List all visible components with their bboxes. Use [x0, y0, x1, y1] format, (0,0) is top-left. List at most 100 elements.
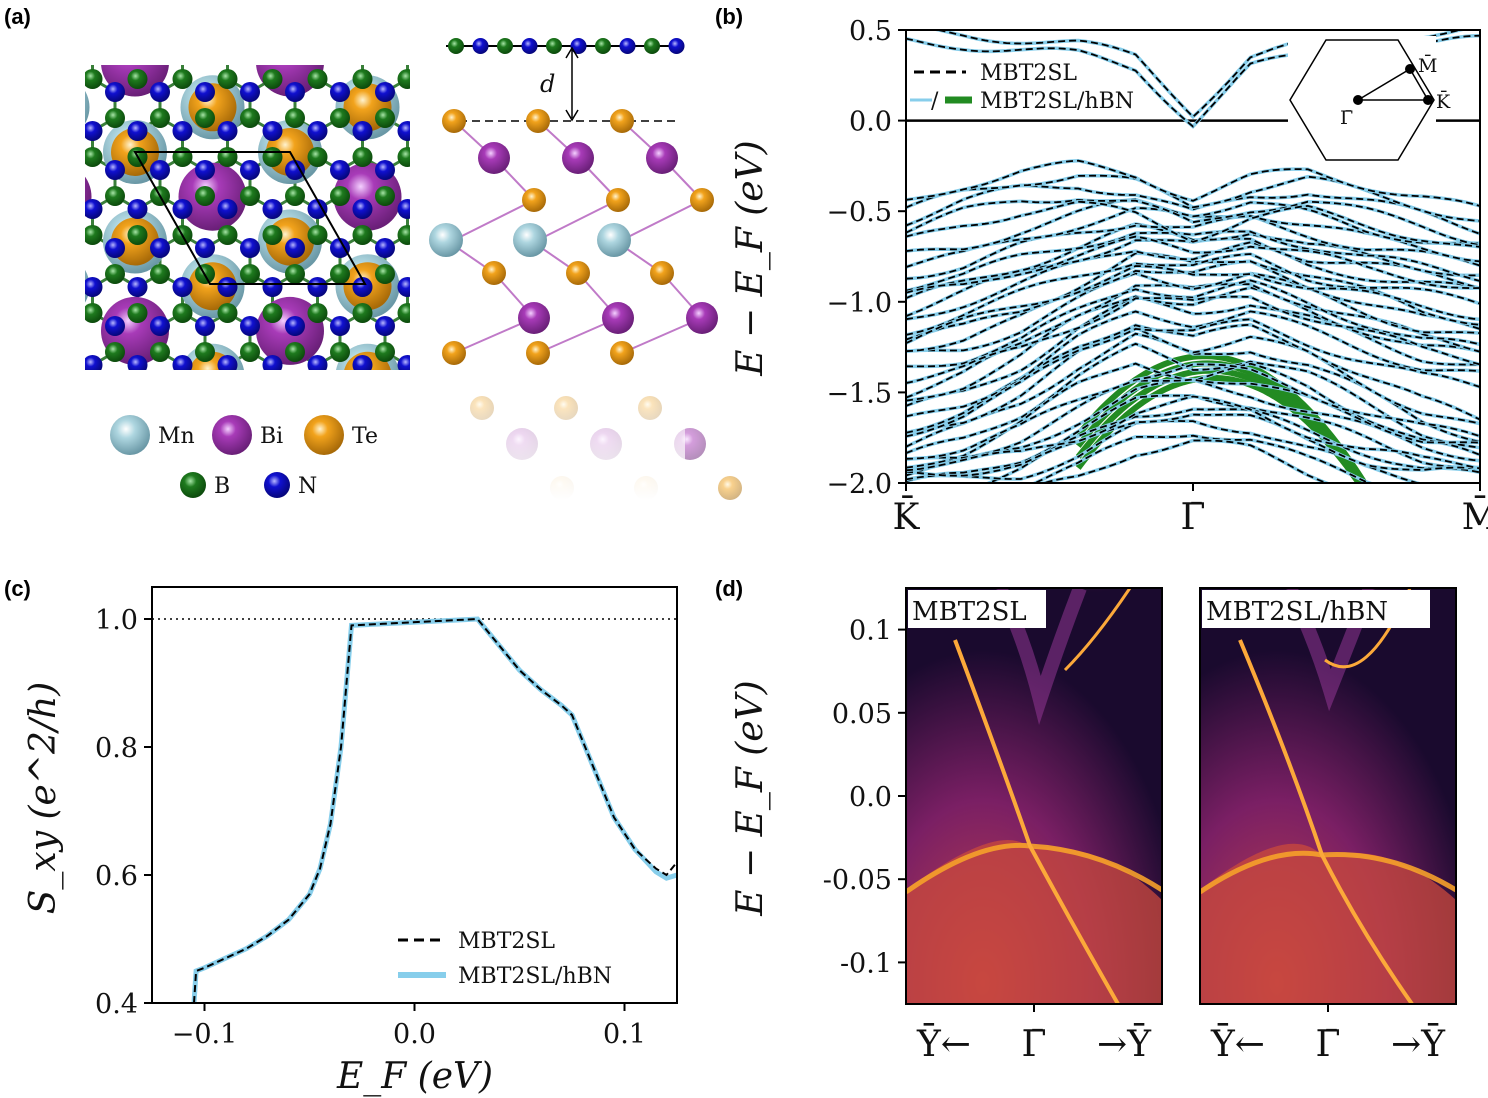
band-y-ticks: 0.5 0.0 −0.5 −1.0 −1.5 −2.0 [826, 16, 906, 500]
spectral-ytick-label: 0.1 [849, 616, 892, 647]
legend-label-n: N [298, 474, 317, 499]
hall-ytick-label: 0.8 [95, 733, 138, 764]
hall-ytick-label: 1.0 [95, 605, 138, 636]
band-ylabel: E − E_F (eV) [730, 140, 771, 376]
bz-label-m: M̄ [1418, 54, 1437, 77]
panel-d-label: (d) [715, 576, 743, 601]
band-line-mbt [906, 200, 1480, 248]
band-ytick-label: −0.5 [826, 197, 892, 228]
element-legend: Mn Bi Te B N [110, 415, 378, 499]
band-x-ticks: K̄ Γ̄ M̄ [893, 483, 1488, 538]
spectral-xtick-left: Ȳ← [1210, 1024, 1265, 1065]
hall-xtick-label: 0.1 [603, 1019, 646, 1050]
hall-ylabel: S_xy (e^2/h) [23, 682, 64, 915]
hall-conductance-plot [152, 616, 677, 1003]
band-line-mbt [906, 260, 1480, 353]
legend-swatch-n [264, 472, 290, 498]
hall-legend-mbt: MBT2SL [458, 929, 555, 954]
bz-label-k: K̄ [1436, 90, 1451, 113]
band-line-mbt [906, 413, 1480, 477]
band-line-hbn [906, 214, 1480, 281]
band-legend-mbt: MBT2SL [980, 61, 1077, 86]
band-line-mbt [906, 295, 1480, 384]
band-line-mbt [906, 295, 1480, 407]
band-line-mbt [906, 241, 1480, 321]
spectral-xtick-center: Γ̄ [1022, 1024, 1047, 1065]
spectral-title-right: MBT2SL/hBN [1206, 597, 1388, 627]
spectral-x-ticks: Ȳ← Γ̄ →Ȳ Ȳ← Γ̄ →Ȳ [916, 1004, 1446, 1065]
spectral-ytick-label: -0.05 [823, 865, 892, 896]
hall-series-hbn [191, 616, 677, 1003]
band-line-mbt [906, 265, 1480, 345]
legend-swatch-bi [212, 415, 252, 455]
band-ytick-label: −1.5 [826, 378, 892, 409]
hall-xtick-label: 0.0 [393, 1019, 436, 1050]
legend-label-b: B [214, 474, 230, 499]
band-line-mbt [906, 235, 1480, 294]
panel-b-label: (b) [715, 4, 743, 29]
hall-y-ticks: 0.4 0.6 0.8 1.0 [95, 605, 152, 1020]
band-line-mbt [906, 215, 1480, 280]
band-line-hbn [906, 158, 1480, 208]
band-line-mbt [906, 253, 1480, 336]
hall-x-ticks: −0.1 0.0 0.1 [172, 1003, 646, 1050]
band-line-hbn [906, 377, 1480, 462]
band-line-mbt [906, 342, 1480, 454]
spectral-xtick-left: Ȳ← [916, 1024, 971, 1065]
band-line-mbt [906, 272, 1480, 353]
brillouin-zone-inset: M̄ Γ̄ K̄ [1288, 36, 1451, 164]
spectral-map-right [1200, 588, 1456, 1004]
spectral-title-left: MBT2SL [912, 597, 1027, 627]
spectral-xtick-center: Γ̄ [1316, 1024, 1341, 1065]
hall-legend: MBT2SL MBT2SL/hBN [398, 929, 612, 989]
band-line-mbt [906, 34, 1480, 128]
band-line-mbt [906, 318, 1480, 438]
band-line-mbt [906, 326, 1480, 434]
legend-label-bi: Bi [260, 424, 283, 449]
band-line-mbt [906, 363, 1480, 460]
spectral-ytick-label: 0.0 [849, 782, 892, 813]
band-legend: / MBT2SL MBT2SL/hBN [910, 61, 1134, 114]
legend-label-mn: Mn [158, 424, 195, 449]
hall-xlabel: E_F (eV) [336, 1056, 493, 1097]
hall-ytick-label: 0.6 [95, 861, 138, 892]
unit-cell [133, 151, 367, 285]
band-line-mbt [906, 395, 1480, 472]
band-line-mbt [906, 174, 1480, 222]
hall-series-mbt [193, 617, 677, 1003]
bz-label-gamma: Γ̄ [1340, 107, 1353, 129]
distance-label: d [540, 70, 555, 98]
hall-ytick-label: 0.4 [95, 989, 138, 1020]
band-line-mbt [906, 159, 1480, 207]
legend-label-te: Te [352, 424, 378, 449]
spectral-ytick-label: 0.05 [832, 699, 892, 730]
hall-xtick-label: −0.1 [172, 1019, 238, 1050]
band-xtick-label: K̄ [893, 495, 921, 538]
band-line-mbt [906, 419, 1480, 483]
band-line-mbt [906, 198, 1480, 246]
band-line-hbn [1038, 438, 1332, 483]
svg-text:/: / [931, 89, 939, 114]
band-line-mbt [906, 198, 1480, 252]
band-ytick-label: −2.0 [826, 469, 892, 500]
legend-swatch-b [180, 472, 206, 498]
legend-swatch-te [304, 415, 344, 455]
band-structure-plot [906, 30, 1480, 483]
crystal-side-view [429, 38, 742, 500]
panel-c-label: (c) [4, 576, 31, 601]
spectral-ylabel: E − E_F (eV) [730, 680, 771, 916]
spectral-y-ticks: 0.1 0.05 0.0 -0.05 -0.1 [823, 616, 906, 979]
band-xtick-label: M̄ [1462, 495, 1488, 538]
band-ytick-label: 0.0 [849, 107, 892, 138]
hall-legend-hbn: MBT2SL/hBN [458, 964, 612, 989]
spectral-ytick-label: -0.1 [840, 948, 892, 979]
panel-a-label: (a) [4, 4, 31, 29]
band-line-mbt [906, 310, 1480, 418]
legend-swatch-mn [110, 415, 150, 455]
band-ytick-label: 0.5 [849, 16, 892, 47]
band-legend-hbn: MBT2SL/hBN [980, 89, 1134, 114]
band-line-mbt [1032, 434, 1373, 483]
spectral-xtick-right: →Ȳ [1097, 1024, 1152, 1065]
band-line-mbt [906, 279, 1480, 368]
